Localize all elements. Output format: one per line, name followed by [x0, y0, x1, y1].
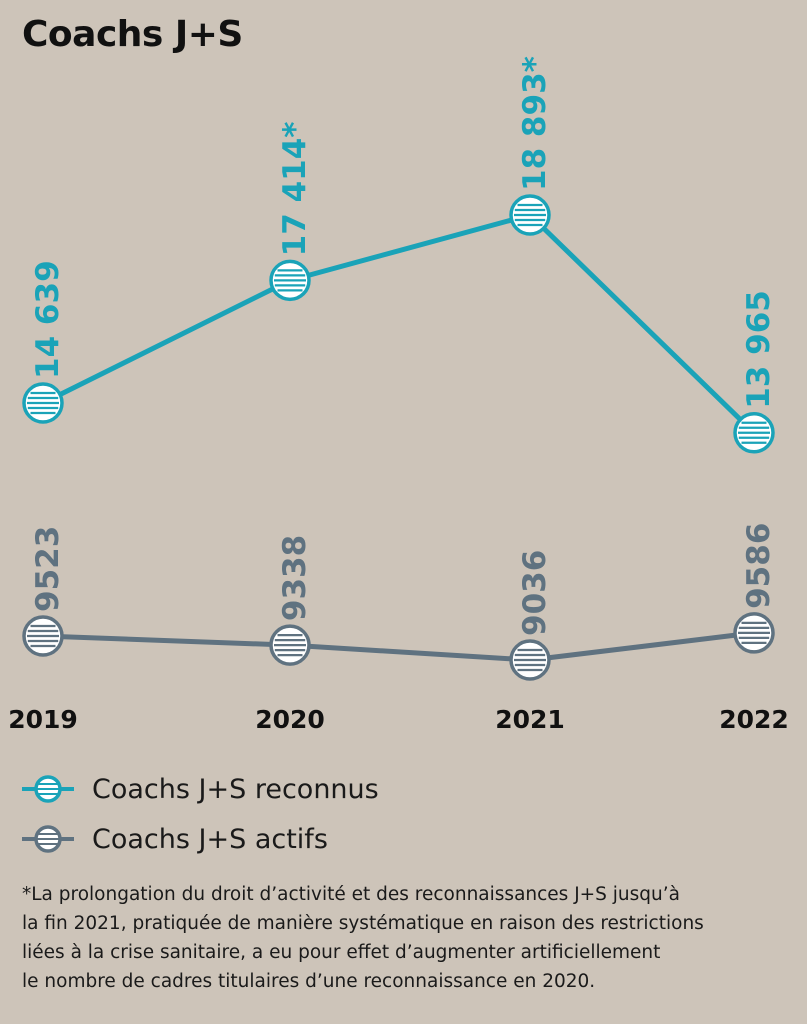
series-line: [42, 630, 755, 663]
data-label: 17 414*: [277, 122, 313, 257]
footnote-line: *La prolongation du droit d’activité et …: [22, 884, 680, 905]
data-label: 9338: [277, 535, 313, 621]
series-line: [41, 212, 756, 435]
striped-circle-marker-teal-icon: [22, 775, 74, 803]
striped-circle-marker-gray-icon: [22, 825, 74, 853]
data-point-marker: [509, 639, 551, 681]
legend-item-actifs: Coachs J+S actifs: [22, 819, 328, 859]
data-point-marker: [733, 612, 775, 654]
data-label: 18 893*: [517, 56, 553, 191]
line-chart: 14 639 17 414* 18 893* 13 965 9523 9338 9036 95…: [8, 56, 789, 734]
data-point-marker: [269, 624, 311, 666]
data-label: 9523: [30, 526, 66, 612]
footnote-line: le nombre de cadres titulaires d’une rec…: [22, 971, 596, 992]
data-label: 13 965: [741, 290, 777, 409]
x-tick-label: 2021: [495, 705, 565, 734]
data-point-marker: [22, 615, 64, 657]
x-tick-label: 2019: [8, 705, 78, 734]
footnote-line: la fin 2021, pratiquée de manière systém…: [22, 913, 704, 934]
legend-label-actifs: Coachs J+S actifs: [92, 823, 328, 855]
data-label: 14 639: [30, 260, 66, 379]
data-label: 9036: [517, 550, 553, 636]
data-point-marker: [509, 194, 551, 236]
legend-label-reconnus: Coachs J+S reconnus: [92, 773, 379, 805]
data-point-marker: [269, 259, 311, 302]
x-tick-label: 2022: [719, 705, 789, 734]
legend-item-reconnus: Coachs J+S reconnus: [22, 769, 379, 809]
footnote: *La prolongation du droit d’activité et …: [22, 880, 792, 996]
footnote-line: liées à la crise sanitaire, a eu pour ef…: [22, 942, 661, 963]
data-point-marker: [733, 412, 775, 454]
x-tick-label: 2020: [255, 705, 325, 734]
data-label: 9586: [741, 523, 777, 609]
data-point-marker: [22, 382, 64, 424]
chart-title: Coachs J+S: [22, 14, 243, 55]
